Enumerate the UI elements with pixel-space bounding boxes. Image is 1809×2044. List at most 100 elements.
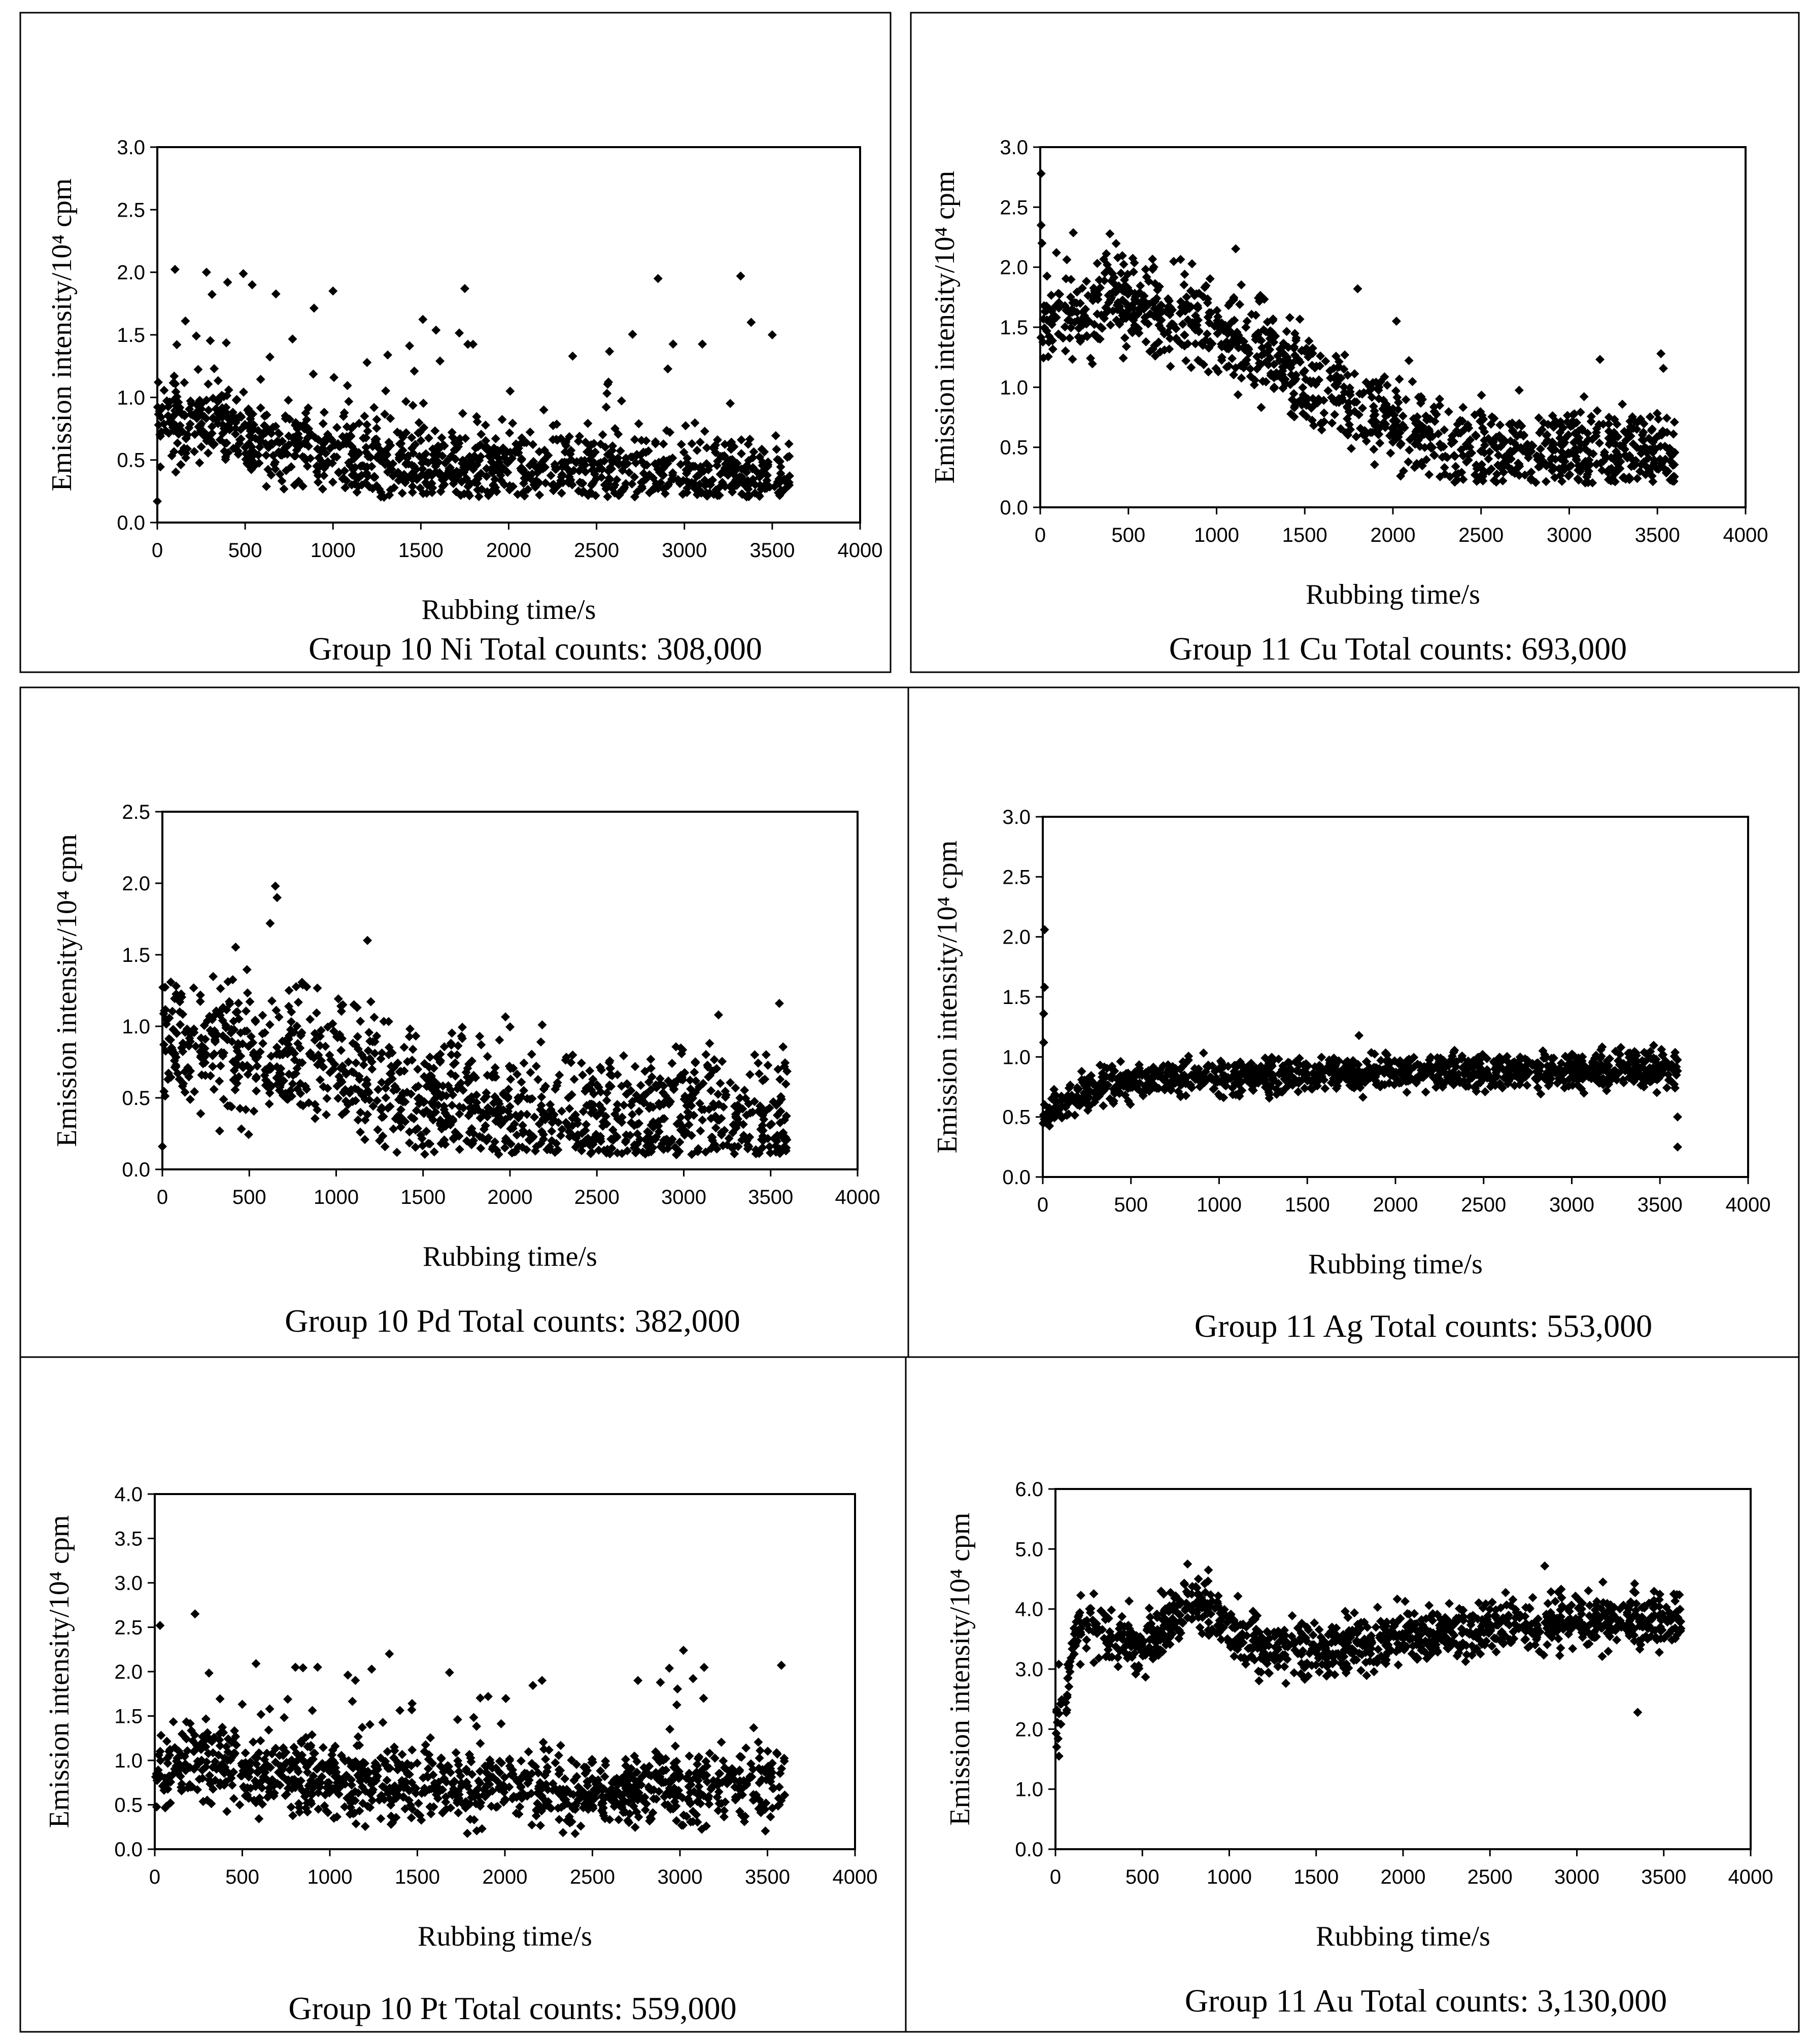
data-point — [297, 1058, 307, 1067]
data-point — [1192, 1066, 1202, 1076]
data-point — [440, 458, 450, 468]
data-point — [1129, 309, 1139, 319]
data-point — [654, 1127, 664, 1136]
data-points — [158, 881, 792, 1160]
x-tick-label: 3500 — [1637, 1194, 1683, 1216]
data-point — [1227, 354, 1237, 363]
data-point — [305, 1015, 315, 1024]
data-point — [1333, 1072, 1342, 1082]
data-point — [1588, 449, 1598, 459]
data-point — [1330, 380, 1340, 390]
data-point — [756, 1125, 766, 1134]
data-point — [446, 463, 455, 472]
data-point — [1534, 413, 1544, 423]
data-point — [1181, 1058, 1190, 1068]
data-point — [437, 433, 447, 442]
data-point — [1205, 337, 1215, 347]
data-point — [369, 403, 379, 412]
data-point — [1295, 315, 1305, 324]
data-point — [528, 440, 538, 449]
data-point — [1158, 1061, 1168, 1070]
data-point — [1096, 283, 1105, 293]
data-point — [1415, 1061, 1425, 1070]
data-point — [1051, 313, 1061, 322]
data-point — [756, 484, 766, 494]
data-point — [351, 1676, 360, 1685]
data-point — [1476, 1065, 1486, 1075]
data-point — [270, 458, 280, 467]
data-point — [1250, 375, 1259, 385]
data-point — [1187, 259, 1197, 268]
data-point — [1321, 356, 1330, 366]
data-point — [1574, 433, 1584, 442]
data-point — [582, 1120, 591, 1129]
data-point — [1496, 1082, 1506, 1091]
data-point — [694, 1082, 704, 1092]
data-point — [772, 1100, 781, 1110]
data-point — [422, 489, 431, 498]
data-point — [339, 439, 349, 449]
data-point — [501, 1012, 510, 1022]
data-point — [1395, 440, 1405, 450]
data-point — [395, 429, 405, 439]
data-point — [1346, 425, 1355, 434]
data-point — [780, 1058, 790, 1067]
data-point — [1339, 364, 1349, 374]
data-point — [776, 1130, 786, 1139]
data-point — [1636, 1081, 1646, 1090]
data-point — [1498, 476, 1508, 486]
data-point — [1648, 462, 1657, 472]
data-point — [586, 440, 596, 450]
data-point — [1181, 1091, 1191, 1100]
data-point — [175, 1007, 185, 1017]
data-point — [325, 433, 335, 443]
data-point — [513, 1096, 523, 1106]
data-point — [765, 1103, 774, 1113]
data-point — [221, 1023, 231, 1033]
data-point — [1581, 444, 1590, 454]
data-point — [505, 485, 515, 495]
data-point-outlier — [265, 918, 275, 928]
data-point — [1060, 322, 1070, 332]
data-point — [1547, 1068, 1556, 1078]
data-point — [1435, 439, 1445, 449]
data-point — [1227, 317, 1237, 327]
data-point — [750, 1050, 760, 1060]
data-point — [437, 475, 447, 484]
data-point — [1486, 464, 1496, 474]
data-point — [1544, 1081, 1553, 1090]
data-point — [232, 1061, 242, 1070]
data-point — [366, 997, 376, 1007]
data-point — [1072, 287, 1082, 297]
data-points — [1036, 169, 1680, 488]
data-point — [1286, 379, 1296, 389]
data-point — [1636, 1071, 1646, 1081]
data-point — [1203, 1060, 1213, 1070]
data-point — [729, 442, 739, 452]
data-point — [1489, 1078, 1498, 1088]
data-point — [1127, 326, 1136, 335]
data-point — [1492, 469, 1501, 479]
data-point — [404, 1138, 414, 1148]
data-point — [1339, 382, 1349, 392]
data-point — [325, 443, 335, 453]
data-point — [466, 1095, 476, 1104]
data-point — [305, 1049, 315, 1059]
data-point — [1306, 1083, 1316, 1093]
data-point — [1612, 1075, 1622, 1085]
data-point — [755, 1101, 765, 1111]
data-point — [640, 1149, 650, 1159]
data-point — [418, 1141, 427, 1151]
data-point — [443, 1081, 453, 1091]
data-point — [1657, 1051, 1667, 1060]
data-point — [745, 1070, 755, 1080]
data-point — [455, 328, 464, 338]
data-point — [1353, 1060, 1363, 1069]
data-point — [404, 1032, 414, 1042]
data-point — [449, 1060, 458, 1069]
data-point — [1302, 400, 1311, 410]
data-point — [1319, 408, 1329, 418]
data-point — [167, 1046, 177, 1056]
data-point — [481, 436, 491, 445]
data-point — [501, 1136, 510, 1146]
